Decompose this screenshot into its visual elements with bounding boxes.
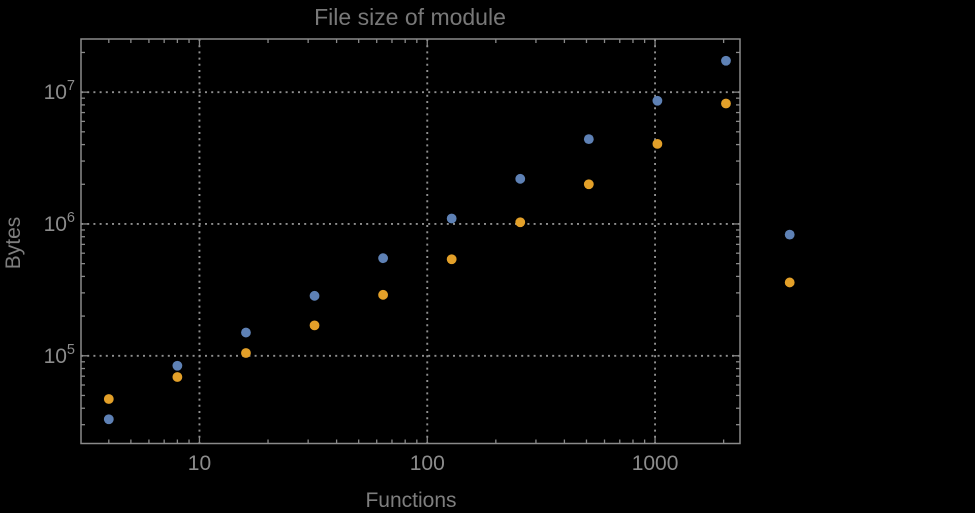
data-point-blue [652, 95, 663, 106]
data-point-orange [515, 217, 526, 228]
x-tick-labels: 10 100 1000 [188, 452, 679, 475]
data-point-blue [309, 290, 320, 301]
data-point-blue [784, 229, 795, 240]
data-point-orange [103, 394, 114, 404]
data-point-orange [172, 372, 183, 382]
x-tick-label: 10 [188, 452, 211, 475]
data-point-orange [652, 138, 663, 149]
plot-frame [80, 38, 741, 445]
y-tick-label: 105 [44, 342, 75, 368]
x-tick-label: 100 [410, 452, 445, 475]
data-point-orange [583, 179, 594, 190]
data-point-blue [378, 253, 389, 264]
axis-ticks [81, 39, 740, 444]
data-point-blue [721, 55, 731, 66]
y-axis-label: Bytes [2, 217, 25, 270]
data-point-blue [241, 327, 251, 338]
data-point-blue [103, 414, 114, 425]
x-tick-label: 1000 [632, 452, 679, 475]
data-point-orange [784, 277, 795, 288]
data-point-blue [515, 173, 526, 184]
data-point-blue [446, 213, 457, 224]
y-tick-label: 106 [44, 210, 75, 236]
x-axis-label: Functions [365, 489, 456, 512]
data-point-orange [446, 254, 457, 265]
data-point-blue [172, 360, 183, 371]
data-point-orange [309, 320, 320, 331]
y-tick-labels: 105 106 107 [44, 78, 75, 368]
data-point-orange [721, 98, 731, 109]
data-point-orange [241, 348, 251, 358]
chart-title: File size of module [314, 4, 506, 30]
data-point-blue [583, 134, 594, 145]
y-tick-label: 107 [44, 78, 75, 104]
data-point-orange [378, 289, 389, 300]
gridlines [81, 39, 740, 444]
data-points [103, 55, 795, 425]
